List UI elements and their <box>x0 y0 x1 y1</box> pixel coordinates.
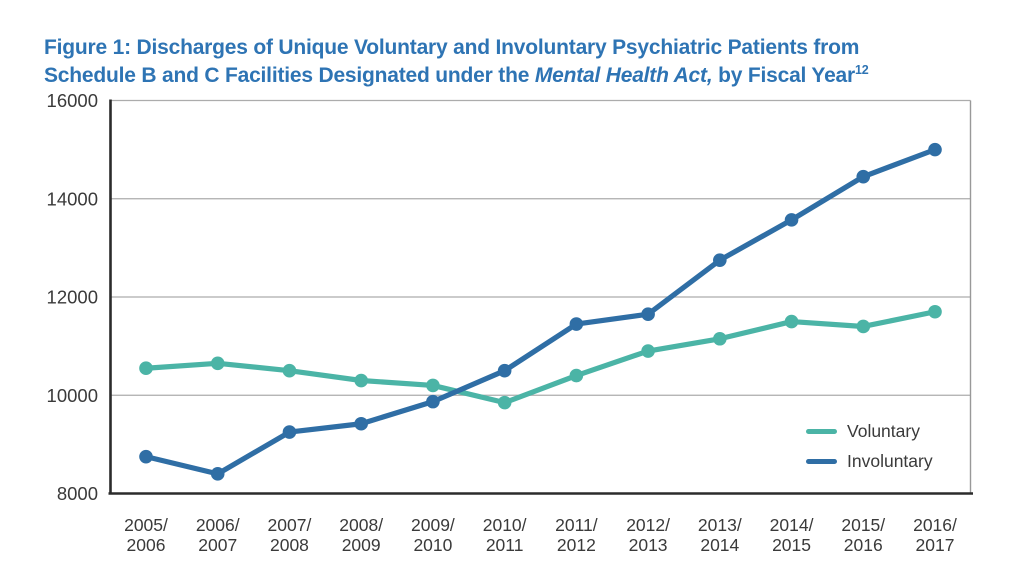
figure-title: Figure 1: Discharges of Unique Voluntary… <box>44 34 994 89</box>
involuntary-data-point <box>713 253 727 267</box>
title-line-2-post: by Fiscal Year <box>712 63 856 87</box>
involuntary-data-point <box>426 394 440 409</box>
title-line-2-text: Schedule B and C Facilities Designated u… <box>44 63 535 87</box>
x-tick-label: 2009/2010 <box>411 515 455 555</box>
involuntary-data-point <box>210 467 225 481</box>
y-tick-label: 8000 <box>57 483 98 504</box>
x-tick-label: 2008/2009 <box>339 515 383 555</box>
x-tick-label: 2007/2008 <box>268 515 312 555</box>
voluntary-data-point <box>928 304 942 319</box>
chart-legend: Voluntary Involuntary <box>806 421 933 471</box>
voluntary-data-point <box>641 344 655 358</box>
voluntary-line <box>143 309 938 406</box>
x-tick-label: 2013/2014 <box>698 515 742 555</box>
title-footnote-superscript: 12 <box>855 62 869 77</box>
involuntary-data-point <box>928 142 942 157</box>
legend-item-voluntary: Voluntary <box>806 421 933 441</box>
involuntary-line-swatch <box>806 458 837 464</box>
involuntary-data-point <box>139 449 153 464</box>
y-tick-label: 10000 <box>47 385 98 406</box>
voluntary-data-point <box>354 373 368 388</box>
x-tick-label: 2011/2012 <box>555 515 598 555</box>
involuntary-data-point <box>354 416 368 431</box>
involuntary-data-point <box>641 307 655 321</box>
involuntary-data-point <box>497 363 512 378</box>
voluntary-data-point <box>497 395 512 410</box>
involuntary-data-point <box>856 169 871 184</box>
voluntary-data-point <box>426 378 440 393</box>
x-tick-label: 2005/2006 <box>124 515 168 555</box>
voluntary-data-point <box>713 331 727 346</box>
legend-item-involuntary: Involuntary <box>806 450 933 471</box>
y-tick-label: 16000 <box>47 90 98 111</box>
voluntary-data-point <box>569 368 584 383</box>
y-tick-label: 14000 <box>47 188 98 209</box>
involuntary-data-point <box>569 317 584 331</box>
involuntary-line <box>143 147 938 477</box>
title-line-2: Schedule B and C Facilities Designated u… <box>44 62 994 90</box>
involuntary-legend-label: Involuntary <box>847 450 933 471</box>
x-tick-label: 2014/2015 <box>770 515 814 555</box>
voluntary-data-point <box>282 363 297 378</box>
mental-health-act-italic: Mental Health Act, <box>534 63 713 87</box>
y-tick-label: 12000 <box>47 287 98 308</box>
involuntary-data-point <box>784 213 799 227</box>
x-tick-label: 2006/2007 <box>196 515 240 555</box>
voluntary-data-point <box>856 319 871 334</box>
voluntary-data-point <box>139 361 153 376</box>
voluntary-legend-label: Voluntary <box>847 421 920 441</box>
x-tick-label: 2010/2011 <box>483 515 527 555</box>
x-tick-label: 2016/2017 <box>913 515 957 555</box>
title-line-1: Figure 1: Discharges of Unique Voluntary… <box>44 36 860 60</box>
voluntary-data-point <box>784 314 799 329</box>
x-tick-label: 2015/2016 <box>841 515 885 555</box>
involuntary-data-point <box>282 425 297 439</box>
voluntary-line-swatch <box>806 429 837 435</box>
voluntary-data-point <box>210 356 225 371</box>
x-tick-label: 2012/2013 <box>626 515 670 555</box>
